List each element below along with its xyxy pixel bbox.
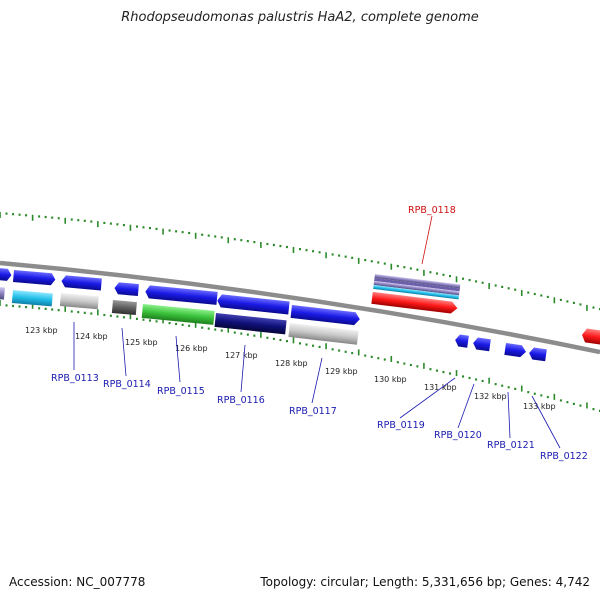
gene-feature[interactable] xyxy=(145,285,218,305)
gene-feature[interactable] xyxy=(472,337,491,352)
gene-feature[interactable] xyxy=(214,313,287,335)
gene-feature[interactable] xyxy=(12,270,56,286)
gene-feature[interactable] xyxy=(0,268,12,281)
gene-feature[interactable] xyxy=(217,294,290,315)
gene-feature[interactable] xyxy=(528,347,547,362)
gene-feature[interactable] xyxy=(114,282,139,297)
genome-backbone xyxy=(0,260,600,355)
map-title: Rhodopseudomonas palustris HaA2, complet… xyxy=(121,10,479,25)
tick-label: 125 kbp xyxy=(125,338,158,347)
tick-label: 124 kbp xyxy=(75,332,108,341)
gene-label-rpb-0116[interactable]: RPB_0116 xyxy=(217,395,265,406)
tick-label: 128 kbp xyxy=(275,359,308,368)
gene-feature[interactable] xyxy=(61,275,102,291)
gene-label-rpb-0121[interactable]: RPB_0121 xyxy=(487,440,535,451)
gene-label-rpb-0114[interactable]: RPB_0114 xyxy=(103,379,151,390)
accession-text: Accession: NC_007778 xyxy=(9,575,146,589)
gene-label-rpb-0119[interactable]: RPB_0119 xyxy=(377,420,425,431)
outer-ruler xyxy=(0,212,600,311)
gene-feature[interactable] xyxy=(454,334,469,348)
gene-label-rpb-0118[interactable]: RPB_0118 xyxy=(408,205,456,216)
secondary-features xyxy=(0,287,359,345)
gene-feature[interactable] xyxy=(141,304,215,325)
gene-label-rpb-0117[interactable]: RPB_0117 xyxy=(289,406,337,417)
gene-feature-stack[interactable] xyxy=(371,274,461,314)
tick-label: 133 kbp xyxy=(523,402,556,411)
gene-feature[interactable] xyxy=(0,287,5,300)
gene-label-rpb-0120[interactable]: RPB_0120 xyxy=(434,430,482,441)
tick-label: 126 kbp xyxy=(175,344,208,353)
tick-label: 123 kbp xyxy=(25,326,58,335)
gene-feature[interactable] xyxy=(111,300,137,316)
gene-feature[interactable] xyxy=(290,305,361,326)
forward-strand-features xyxy=(0,268,600,345)
gene-feature[interactable] xyxy=(59,293,99,310)
gene-feature[interactable] xyxy=(11,290,53,307)
gene-leader-lines xyxy=(73,215,561,449)
tick-labels: 123 kbp 124 kbp 125 kbp 126 kbp 127 kbp … xyxy=(25,326,556,411)
tick-label: 132 kbp xyxy=(474,392,507,401)
tick-label: 129 kbp xyxy=(325,367,358,376)
tick-label: 127 kbp xyxy=(225,351,258,360)
reverse-strand-features xyxy=(454,334,547,362)
gene-feature[interactable] xyxy=(504,343,526,358)
gene-feature[interactable] xyxy=(288,323,359,345)
gene-labels: RPB_0113 RPB_0114 RPB_0115 RPB_0116 RPB_… xyxy=(51,205,588,462)
inner-ruler xyxy=(0,300,600,412)
genome-summary-text: Topology: circular; Length: 5,331,656 bp… xyxy=(260,575,590,589)
gene-feature[interactable] xyxy=(581,328,600,345)
tick-label: 131 kbp xyxy=(424,383,457,392)
gene-label-rpb-0122[interactable]: RPB_0122 xyxy=(540,451,588,462)
tick-label: 130 kbp xyxy=(374,375,407,384)
gene-label-rpb-0115[interactable]: RPB_0115 xyxy=(157,386,205,397)
gene-label-rpb-0113[interactable]: RPB_0113 xyxy=(51,373,99,384)
